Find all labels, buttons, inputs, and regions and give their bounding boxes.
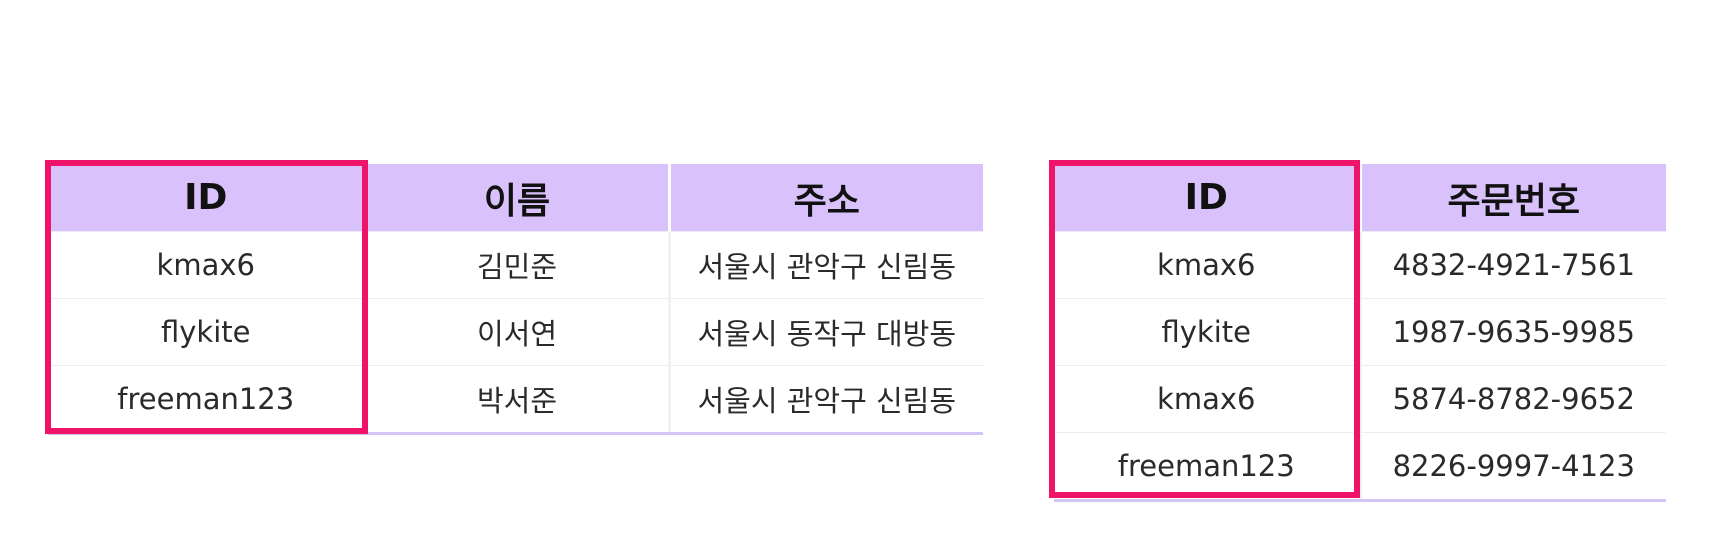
order-id-cell: kmax6 (1054, 231, 1362, 299)
member-id-cell: kmax6 (48, 231, 367, 299)
members-header-address: 주소 (669, 164, 983, 232)
orders-header-id: ID (1054, 164, 1362, 232)
member-id-cell: flykite (48, 298, 367, 366)
member-name-cell: 박서준 (365, 365, 671, 435)
members-header-id: ID (48, 164, 367, 232)
order-id-cell: kmax6 (1054, 365, 1362, 433)
orders-table: ID 주문번호 kmax6 4832-4921-7561 flykite 198… (1054, 164, 1666, 502)
member-id-cell: freeman123 (48, 365, 367, 435)
table-row: flykite 1987-9635-9985 (1054, 298, 1666, 366)
order-id-cell: freeman123 (1054, 432, 1362, 502)
members-header-name: 이름 (365, 164, 671, 232)
order-id-cell: flykite (1054, 298, 1362, 366)
orders-header-row: ID 주문번호 (1054, 164, 1666, 232)
table-row: flykite 이서연 서울시 동작구 대방동 (48, 298, 983, 366)
table-row: kmax6 4832-4921-7561 (1054, 231, 1666, 299)
order-number-cell: 5874-8782-9652 (1360, 365, 1666, 433)
order-number-cell: 8226-9997-4123 (1360, 432, 1666, 502)
member-address-cell: 서울시 관악구 신림동 (669, 365, 983, 435)
table-row: kmax6 5874-8782-9652 (1054, 365, 1666, 433)
table-row: kmax6 김민준 서울시 관악구 신림동 (48, 231, 983, 299)
order-number-cell: 4832-4921-7561 (1360, 231, 1666, 299)
member-address-cell: 서울시 관악구 신림동 (669, 231, 983, 299)
table-row: freeman123 박서준 서울시 관악구 신림동 (48, 365, 983, 435)
table-row: freeman123 8226-9997-4123 (1054, 432, 1666, 502)
member-address-cell: 서울시 동작구 대방동 (669, 298, 983, 366)
member-name-cell: 이서연 (365, 298, 671, 366)
member-name-cell: 김민준 (365, 231, 671, 299)
order-number-cell: 1987-9635-9985 (1360, 298, 1666, 366)
orders-header-order-number: 주문번호 (1360, 164, 1666, 232)
members-header-row: ID 이름 주소 (48, 164, 983, 232)
members-table: ID 이름 주소 kmax6 김민준 서울시 관악구 신림동 flykite 이… (48, 164, 983, 435)
